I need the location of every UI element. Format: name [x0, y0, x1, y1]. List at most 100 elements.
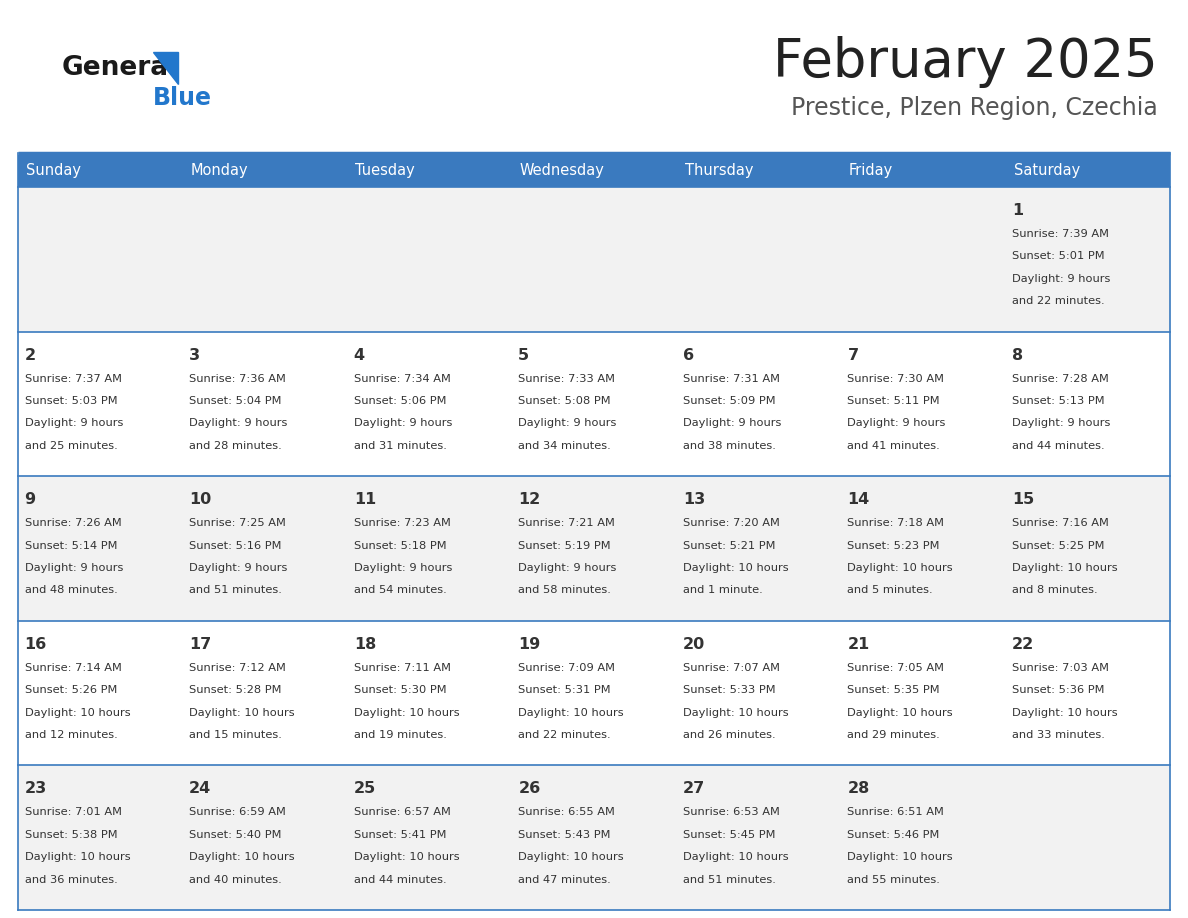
Text: Sunrise: 7:16 AM: Sunrise: 7:16 AM	[1012, 518, 1108, 528]
Bar	[512, 155, 676, 187]
Text: Sunset: 5:06 PM: Sunset: 5:06 PM	[354, 396, 447, 406]
Text: Daylight: 9 hours: Daylight: 9 hours	[683, 419, 782, 429]
Text: 10: 10	[189, 492, 211, 507]
Text: and 55 minutes.: and 55 minutes.	[847, 875, 941, 885]
Text: Sunset: 5:35 PM: Sunset: 5:35 PM	[847, 685, 940, 695]
Text: Sunrise: 7:26 AM: Sunrise: 7:26 AM	[25, 518, 121, 528]
Text: and 22 minutes.: and 22 minutes.	[518, 730, 611, 740]
Text: Sunrise: 7:14 AM: Sunrise: 7:14 AM	[25, 663, 121, 673]
Text: Daylight: 10 hours: Daylight: 10 hours	[1012, 708, 1118, 718]
Text: Sunset: 5:13 PM: Sunset: 5:13 PM	[1012, 396, 1105, 406]
Text: and 47 minutes.: and 47 minutes.	[518, 875, 611, 885]
Text: Sunrise: 7:34 AM: Sunrise: 7:34 AM	[354, 374, 450, 384]
Text: 20: 20	[683, 637, 706, 652]
Text: Sunrise: 7:30 AM: Sunrise: 7:30 AM	[847, 374, 944, 384]
Text: 8: 8	[1012, 348, 1023, 363]
Text: Sunset: 5:38 PM: Sunset: 5:38 PM	[25, 830, 118, 840]
Text: Sunset: 5:23 PM: Sunset: 5:23 PM	[847, 541, 940, 551]
Text: Daylight: 10 hours: Daylight: 10 hours	[189, 708, 295, 718]
Text: Sunset: 5:09 PM: Sunset: 5:09 PM	[683, 396, 776, 406]
Text: Wednesday: Wednesday	[520, 163, 605, 178]
Text: and 38 minutes.: and 38 minutes.	[683, 441, 776, 451]
Text: Blue: Blue	[153, 86, 211, 110]
Text: 6: 6	[683, 348, 694, 363]
Text: Sunset: 5:31 PM: Sunset: 5:31 PM	[518, 685, 611, 695]
Text: Sunrise: 6:51 AM: Sunrise: 6:51 AM	[847, 807, 944, 817]
Text: Daylight: 9 hours: Daylight: 9 hours	[189, 419, 287, 429]
Text: Daylight: 10 hours: Daylight: 10 hours	[847, 852, 953, 862]
Text: Sunrise: 6:57 AM: Sunrise: 6:57 AM	[354, 807, 450, 817]
Text: and 28 minutes.: and 28 minutes.	[189, 441, 282, 451]
Text: 11: 11	[354, 492, 375, 507]
Text: Sunrise: 6:59 AM: Sunrise: 6:59 AM	[189, 807, 286, 817]
Text: and 44 minutes.: and 44 minutes.	[1012, 441, 1105, 451]
Text: Sunrise: 7:05 AM: Sunrise: 7:05 AM	[847, 663, 944, 673]
Text: Daylight: 9 hours: Daylight: 9 hours	[354, 563, 453, 573]
Text: 18: 18	[354, 637, 375, 652]
Text: Sunset: 5:30 PM: Sunset: 5:30 PM	[354, 685, 447, 695]
Text: Sunset: 5:45 PM: Sunset: 5:45 PM	[683, 830, 776, 840]
Text: Daylight: 9 hours: Daylight: 9 hours	[25, 419, 122, 429]
Text: 26: 26	[518, 781, 541, 796]
Text: Daylight: 9 hours: Daylight: 9 hours	[189, 563, 287, 573]
Bar	[18, 187, 1170, 331]
Text: Sunset: 5:16 PM: Sunset: 5:16 PM	[189, 541, 282, 551]
Text: Sunrise: 7:07 AM: Sunrise: 7:07 AM	[683, 663, 779, 673]
Text: 23: 23	[25, 781, 46, 796]
Text: Sunrise: 6:55 AM: Sunrise: 6:55 AM	[518, 807, 615, 817]
Text: Sunset: 5:11 PM: Sunset: 5:11 PM	[847, 396, 940, 406]
Text: Sunrise: 7:37 AM: Sunrise: 7:37 AM	[25, 374, 121, 384]
Text: 13: 13	[683, 492, 706, 507]
Text: Sunset: 5:01 PM: Sunset: 5:01 PM	[1012, 252, 1105, 262]
Bar	[18, 331, 1170, 476]
Text: February 2025: February 2025	[773, 36, 1158, 88]
Text: Sunset: 5:25 PM: Sunset: 5:25 PM	[1012, 541, 1105, 551]
Bar	[18, 766, 1170, 910]
Text: Friday: Friday	[849, 163, 893, 178]
Text: Sunrise: 7:20 AM: Sunrise: 7:20 AM	[683, 518, 779, 528]
Text: 28: 28	[847, 781, 870, 796]
Text: 2: 2	[25, 348, 36, 363]
Text: Sunset: 5:08 PM: Sunset: 5:08 PM	[518, 396, 611, 406]
Text: 4: 4	[354, 348, 365, 363]
Text: Daylight: 10 hours: Daylight: 10 hours	[683, 852, 789, 862]
Text: Monday: Monday	[191, 163, 248, 178]
Bar	[18, 621, 1170, 766]
Text: Daylight: 9 hours: Daylight: 9 hours	[518, 563, 617, 573]
Text: and 51 minutes.: and 51 minutes.	[683, 875, 776, 885]
Text: and 36 minutes.: and 36 minutes.	[25, 875, 118, 885]
Text: Sunrise: 7:09 AM: Sunrise: 7:09 AM	[518, 663, 615, 673]
Text: Sunday: Sunday	[26, 163, 81, 178]
Text: Saturday: Saturday	[1013, 163, 1080, 178]
Text: Sunrise: 7:11 AM: Sunrise: 7:11 AM	[354, 663, 450, 673]
Text: Daylight: 9 hours: Daylight: 9 hours	[25, 563, 122, 573]
Text: Daylight: 10 hours: Daylight: 10 hours	[354, 852, 460, 862]
Text: Sunset: 5:41 PM: Sunset: 5:41 PM	[354, 830, 447, 840]
Text: Daylight: 10 hours: Daylight: 10 hours	[847, 563, 953, 573]
Text: and 48 minutes.: and 48 minutes.	[25, 586, 118, 596]
Text: Daylight: 10 hours: Daylight: 10 hours	[25, 852, 131, 862]
Text: 14: 14	[847, 492, 870, 507]
Text: Daylight: 9 hours: Daylight: 9 hours	[1012, 419, 1111, 429]
Text: and 54 minutes.: and 54 minutes.	[354, 586, 447, 596]
Text: and 26 minutes.: and 26 minutes.	[683, 730, 776, 740]
Text: Tuesday: Tuesday	[355, 163, 415, 178]
Text: and 41 minutes.: and 41 minutes.	[847, 441, 940, 451]
Text: Daylight: 10 hours: Daylight: 10 hours	[25, 708, 131, 718]
Text: Sunset: 5:28 PM: Sunset: 5:28 PM	[189, 685, 282, 695]
Text: Daylight: 9 hours: Daylight: 9 hours	[518, 419, 617, 429]
Text: and 40 minutes.: and 40 minutes.	[189, 875, 282, 885]
Text: 7: 7	[847, 348, 859, 363]
Text: and 15 minutes.: and 15 minutes.	[189, 730, 282, 740]
Text: Sunset: 5:03 PM: Sunset: 5:03 PM	[25, 396, 118, 406]
Text: Sunrise: 7:28 AM: Sunrise: 7:28 AM	[1012, 374, 1108, 384]
Text: 16: 16	[25, 637, 46, 652]
Text: 5: 5	[518, 348, 530, 363]
Text: Sunset: 5:18 PM: Sunset: 5:18 PM	[354, 541, 447, 551]
Text: and 44 minutes.: and 44 minutes.	[354, 875, 447, 885]
Text: 17: 17	[189, 637, 211, 652]
Text: Sunrise: 7:12 AM: Sunrise: 7:12 AM	[189, 663, 286, 673]
Text: Daylight: 10 hours: Daylight: 10 hours	[683, 563, 789, 573]
Text: and 12 minutes.: and 12 minutes.	[25, 730, 118, 740]
Text: Daylight: 10 hours: Daylight: 10 hours	[847, 708, 953, 718]
